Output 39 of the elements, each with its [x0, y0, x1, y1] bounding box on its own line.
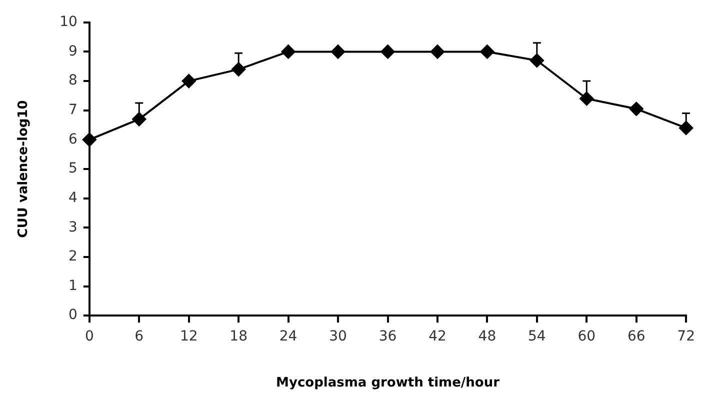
y-tick-label: 2 [68, 248, 78, 265]
point [331, 44, 346, 59]
point [629, 102, 644, 116]
point [530, 54, 544, 68]
point [82, 132, 96, 147]
x-tick-label: 24 [279, 328, 298, 345]
y-tick-label: 3 [68, 219, 78, 236]
point [480, 44, 494, 59]
x-tick-label: 18 [230, 328, 248, 345]
point [580, 92, 594, 106]
y-tick-label: 8 [68, 72, 78, 89]
x-tick-label: 12 [180, 328, 198, 345]
x-tick-label: 72 [677, 328, 696, 345]
point [679, 120, 694, 135]
x-tick-label: 42 [428, 328, 446, 345]
y-tick-label: 5 [68, 160, 78, 177]
point [232, 62, 246, 76]
x-tick-label: 6 [134, 328, 144, 345]
y-tick-label: 4 [68, 190, 78, 206]
x-tick-label: 0 [84, 328, 94, 345]
y-tick-label: 1 [68, 278, 78, 294]
point [182, 74, 196, 88]
point [430, 44, 444, 59]
y-tick-label: 9 [68, 43, 78, 60]
x-axis-title: Mycoplasma growth time/hour [276, 376, 500, 391]
x-tick-label: 36 [378, 328, 397, 345]
y-tick-label: 10 [60, 14, 78, 30]
x-tick-label: 66 [627, 328, 646, 345]
x-tick-label: 54 [528, 328, 546, 345]
y-tick-label: 7 [68, 102, 78, 118]
y-axis-title: CUU valence-log10 [16, 100, 32, 238]
x-tick-label: 30 [329, 328, 347, 345]
point [281, 44, 296, 59]
y-tick-label: 6 [68, 131, 78, 148]
y-tick-label: 0 [68, 307, 78, 324]
x-tick-label: 48 [478, 328, 496, 345]
point [132, 112, 146, 126]
point [380, 44, 395, 59]
x-tick-label: 60 [578, 328, 596, 345]
